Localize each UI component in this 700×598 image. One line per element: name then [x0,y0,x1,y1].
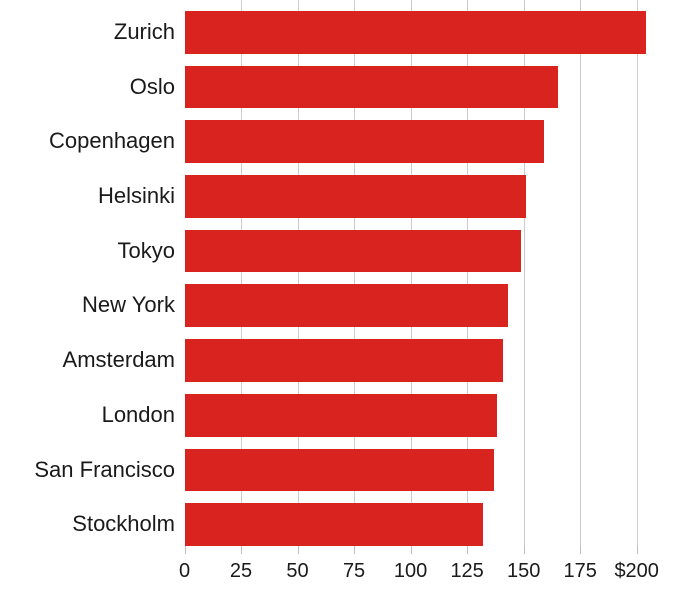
x-tick-label-125: 125 [450,560,484,582]
axis-tick-125 [467,546,469,554]
axis-tick-0 [184,546,186,554]
bar-oslo [184,65,558,109]
gridline-200 [636,0,638,546]
x-tick-label-150: 150 [506,560,541,582]
gridline-75 [354,0,356,546]
category-label-stockholm: Stockholm [72,511,175,537]
axis-tick-150 [523,546,525,554]
gridline-25 [241,0,243,546]
x-tick-label-50: 50 [286,560,309,582]
gridline-175 [580,0,582,546]
bar-amsterdam [184,339,504,382]
category-label-oslo: Oslo [129,73,175,99]
x-tick-label-0: 0 [178,560,191,582]
bar-zurich [184,10,646,54]
category-label-new-york: New York [82,292,175,318]
x-tick-label-200: $200 [614,560,659,582]
axis-tick-200 [636,546,638,554]
bar-san-francisco [184,448,495,492]
category-label-zurich: Zurich [113,18,175,44]
gridline-125 [467,0,469,546]
bar-london [184,393,497,437]
axis-tick-25 [241,546,243,554]
category-label-london: London [101,401,175,427]
x-tick-label-100: 100 [393,560,428,582]
bar-helsinki [184,174,526,218]
category-label-helsinki: Helsinki [97,182,175,208]
bar-stockholm [184,503,483,547]
axis-tick-75 [354,546,356,554]
axis-tick-100 [410,546,412,554]
axis-tick-50 [297,546,299,554]
gridline-100 [410,0,412,546]
category-label-san-francisco: San Francisco [34,456,175,482]
category-label-amsterdam: Amsterdam [62,347,175,373]
x-tick-label-25: 25 [229,560,253,582]
category-label-copenhagen: Copenhagen [48,128,175,154]
bar-new-york [184,284,508,328]
bar-tokyo [184,229,522,273]
gridline-150 [523,0,525,546]
category-label-tokyo: Tokyo [117,237,175,263]
x-tick-label-75: 75 [342,560,366,582]
gridline-50 [297,0,299,546]
x-tick-label-175: 175 [563,560,597,582]
bar-copenhagen [184,120,544,164]
axis-tick-175 [580,546,582,554]
